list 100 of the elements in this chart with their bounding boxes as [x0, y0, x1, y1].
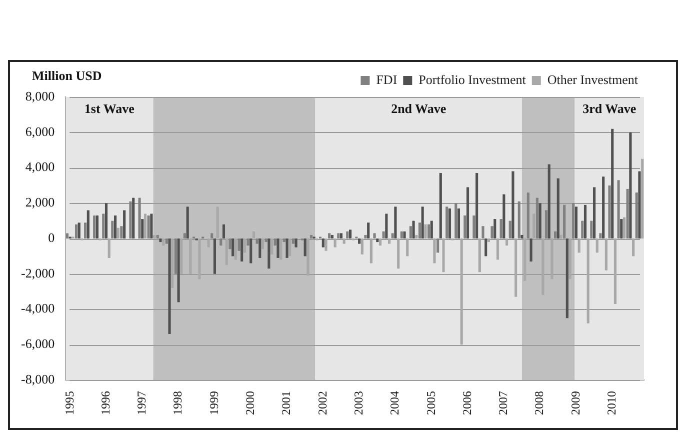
bar	[231, 238, 234, 256]
bar	[324, 238, 328, 251]
bar	[604, 238, 608, 270]
bar	[358, 238, 361, 244]
bar	[373, 233, 376, 238]
bar	[457, 208, 460, 238]
bar	[286, 238, 288, 258]
bar	[608, 185, 611, 238]
bar	[418, 222, 421, 238]
bar	[391, 233, 394, 238]
bar	[641, 158, 644, 238]
x-tick-label: 2000	[243, 391, 258, 415]
bar	[346, 231, 349, 238]
y-tick-label: 2,000	[25, 194, 55, 210]
bar	[466, 187, 470, 238]
bar	[448, 208, 451, 238]
bar	[554, 231, 557, 238]
bar	[132, 198, 135, 238]
bar	[102, 214, 105, 238]
bar	[84, 222, 87, 238]
bar	[487, 238, 490, 242]
bar	[622, 217, 626, 238]
bar	[629, 132, 632, 238]
bar	[502, 194, 506, 238]
bar	[436, 238, 440, 253]
bar	[104, 203, 108, 238]
x-tick-label: 1997	[134, 391, 149, 415]
bar	[611, 128, 614, 238]
bar	[484, 238, 488, 256]
bar	[532, 214, 536, 238]
bar	[439, 173, 442, 238]
bar	[460, 238, 463, 345]
bar	[213, 238, 216, 274]
x-tick-label: 2005	[424, 391, 438, 415]
bar	[114, 216, 117, 238]
bar	[496, 238, 500, 260]
x-tick-label: 2008	[532, 391, 546, 415]
bar	[596, 238, 598, 253]
bar	[482, 226, 484, 238]
bar	[258, 238, 262, 258]
bar	[348, 230, 352, 238]
bar	[274, 238, 276, 246]
bar	[280, 238, 282, 260]
y-tick-label: 8,000	[25, 88, 55, 104]
band-label: 1st Wave	[84, 100, 135, 116]
bar	[220, 238, 222, 246]
bar	[153, 234, 156, 238]
bar	[168, 238, 171, 334]
bar	[593, 187, 596, 238]
bar	[288, 238, 292, 256]
bar	[478, 238, 481, 272]
bar	[568, 238, 572, 280]
bar	[261, 238, 264, 250]
bar	[78, 222, 80, 238]
bar	[514, 238, 518, 297]
bar	[276, 238, 280, 258]
bar	[581, 220, 584, 238]
bar	[159, 238, 162, 242]
y-tick-label: 4,000	[25, 159, 55, 174]
bar	[120, 226, 123, 238]
bar	[424, 224, 427, 238]
bar	[93, 216, 96, 238]
y-tick-label: -6,000	[20, 336, 55, 352]
bar	[210, 233, 214, 238]
bar	[360, 238, 364, 254]
bar	[526, 192, 530, 238]
band-label: 3rd Wave	[582, 100, 636, 116]
y-tick-label: -4,000	[20, 300, 55, 316]
bar	[268, 238, 270, 269]
bar	[180, 238, 183, 274]
bar	[165, 238, 168, 244]
x-tick-label: 2004	[388, 391, 402, 415]
bar	[530, 238, 532, 262]
bar	[162, 238, 165, 246]
bar	[590, 220, 593, 238]
bar	[638, 171, 641, 238]
bar	[370, 238, 372, 264]
y-tick-label: -2,000	[20, 265, 55, 280]
bar	[322, 238, 324, 248]
bar	[270, 238, 274, 254]
bar	[538, 203, 542, 238]
x-tick-label: 2002	[315, 391, 330, 415]
bar	[403, 231, 406, 238]
bar	[560, 234, 562, 238]
bar	[382, 231, 385, 238]
x-tick-label: 2009	[568, 391, 582, 415]
bar	[433, 238, 436, 264]
y-tick-label: -8,000	[20, 371, 55, 386]
bar	[243, 238, 246, 253]
bar	[421, 206, 424, 238]
bar	[512, 171, 514, 238]
bar	[400, 231, 403, 238]
bar	[584, 204, 587, 238]
x-tick-label: 1999	[206, 391, 221, 415]
bar	[222, 224, 226, 238]
x-tick-label: 2001	[279, 391, 294, 415]
bar	[225, 238, 228, 266]
bar	[476, 173, 478, 238]
legend-label: Portfolio Investment	[418, 72, 526, 87]
bar	[138, 198, 141, 238]
